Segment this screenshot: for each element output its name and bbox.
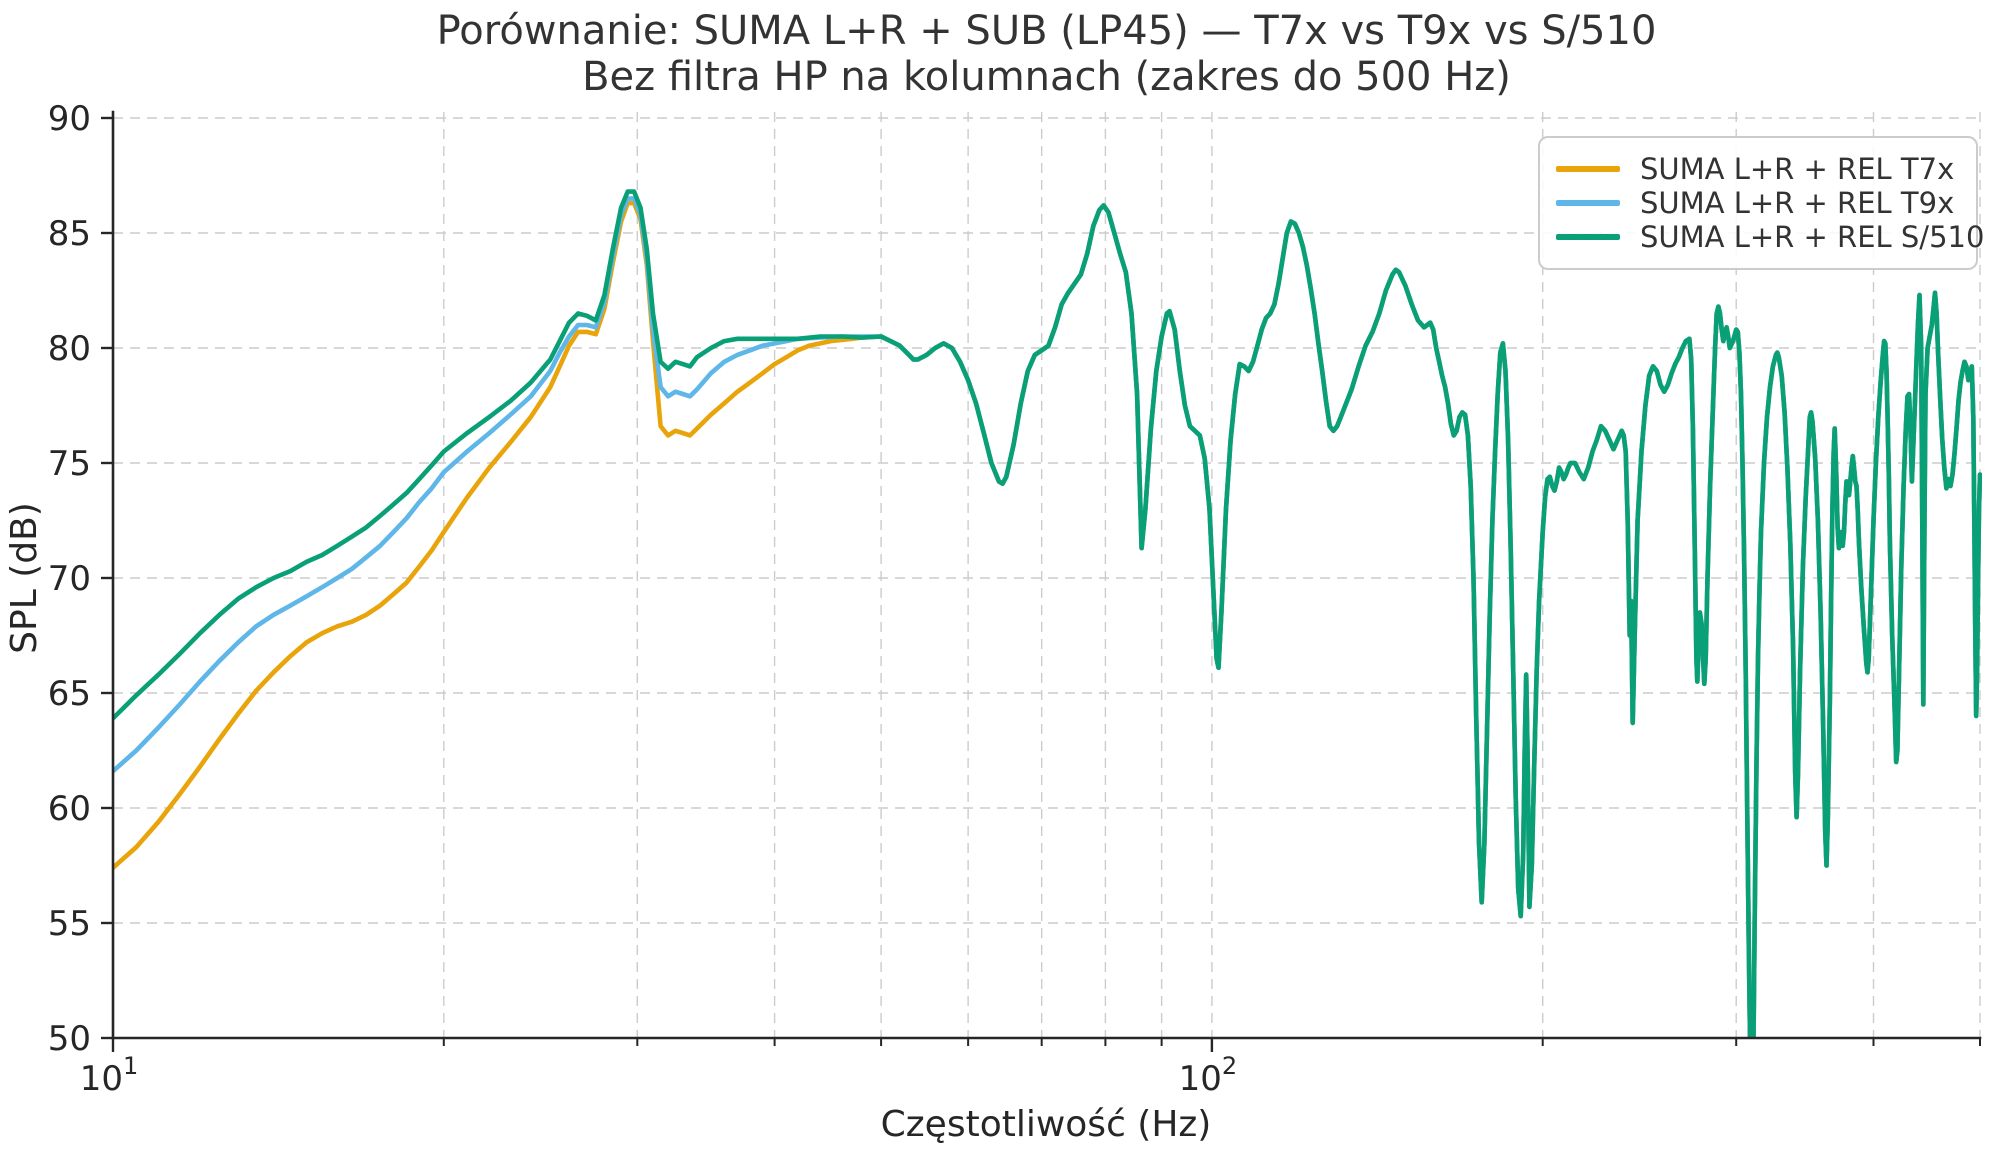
y-tick-label: 90 bbox=[48, 99, 91, 139]
x-axis-label: Częstotliwość (Hz) bbox=[881, 1104, 1212, 1145]
chart-title-line1: Porównanie: SUMA L+R + SUB (LP45) — T7x … bbox=[436, 8, 1657, 54]
data-curves bbox=[113, 189, 1982, 1039]
tick-labels: 50 55 60 65 70 75 80 85 90 101 102 bbox=[48, 99, 1237, 1099]
axis-ticks bbox=[101, 116, 1981, 1052]
y-tick-label: 75 bbox=[48, 444, 91, 484]
legend: SUMA L+R + REL T7x SUMA L+R + REL T9x SUMA… bbox=[1538, 136, 1984, 270]
legend-line-swatch bbox=[1556, 166, 1620, 172]
legend-item-suma-l-r-rel-t9x: SUMA L+R + REL T9x bbox=[1556, 186, 1955, 220]
x-tick-label: 102 bbox=[1179, 1052, 1238, 1099]
curve-suma-l-r-rel-s-510 bbox=[113, 189, 1982, 1039]
y-tick-label: 55 bbox=[48, 904, 91, 944]
legend-line-swatch bbox=[1556, 200, 1620, 206]
axes-spines bbox=[111, 110, 1982, 1040]
legend-label: SUMA L+R + REL T9x bbox=[1640, 186, 1955, 220]
legend-line-swatch bbox=[1556, 234, 1620, 240]
legend-label: SUMA L+R + REL S/510 bbox=[1640, 220, 1985, 254]
legend-label: SUMA L+R + REL T7x bbox=[1640, 152, 1955, 186]
y-tick-label: 65 bbox=[48, 674, 91, 714]
y-tick-label: 60 bbox=[48, 789, 91, 829]
y-tick-label: 85 bbox=[48, 214, 91, 254]
chart-title-line2: Bez filtra HP na kolumnach (zakres do 50… bbox=[582, 54, 1511, 100]
chart-title: Porównanie: SUMA L+R + SUB (LP45) — T7x … bbox=[113, 8, 1980, 100]
y-tick-label: 80 bbox=[48, 329, 91, 369]
x-tick-label: 101 bbox=[80, 1052, 139, 1099]
y-tick-label: 50 bbox=[48, 1019, 91, 1059]
legend-item-suma-l-r-rel-s-510: SUMA L+R + REL S/510 bbox=[1556, 220, 1984, 254]
legend-item-suma-l-r-rel-t7x: SUMA L+R + REL T7x bbox=[1556, 152, 1955, 186]
y-tick-label: 70 bbox=[48, 559, 91, 599]
y-axis-label: SPL (dB) bbox=[4, 502, 45, 654]
